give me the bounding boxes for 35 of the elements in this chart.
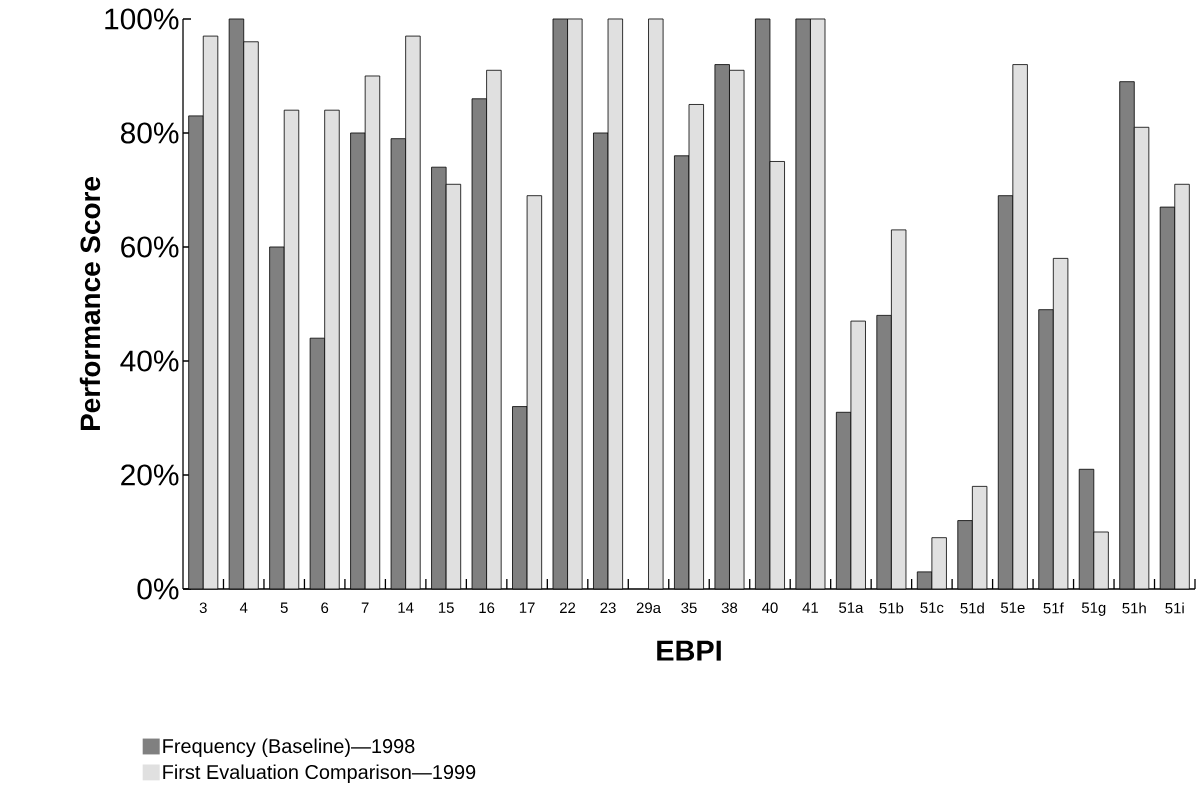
x-tick-label: 51h [1122,602,1146,614]
x-tick-label: 51e [1000,602,1025,613]
x-tick-label: 51a [839,602,864,613]
legend-label: Frequency (Baseline)—1998 [163,738,415,758]
x-tick-label: 41 [802,602,819,613]
y-tick-label: 20% [121,464,179,486]
y-axis-title: Performance Score [79,177,101,431]
y-tick-label: 60% [121,236,179,258]
legend-label: First Evaluation Comparison—1999 [163,764,476,784]
x-tick-label: 35 [681,602,697,614]
x-tick-label: 51g [1081,602,1106,616]
x-tick-label: 4 [239,602,248,613]
x-axis-title: EBPI [657,640,721,661]
x-tick-label: 22 [560,602,576,613]
y-tick-label: 100% [105,8,179,30]
x-tick-label: 16 [479,602,495,614]
x-tick-label: 5 [280,602,288,613]
x-tick-label: 40 [761,602,778,614]
x-tick-label: 6 [321,602,329,614]
x-tick-label: 17 [519,602,535,613]
x-tick-label: 51d [960,602,984,614]
x-tick-label: 38 [721,602,738,614]
x-tick-label: 14 [398,602,414,613]
x-tick-label: 15 [438,602,454,613]
x-tick-label: 51b [879,602,904,614]
y-tick-label: 80% [120,122,179,144]
x-tick-label: 51f [1043,602,1064,614]
x-tick-label: 23 [600,602,616,614]
x-tick-label: 3 [199,602,207,614]
x-tick-label: 29a [636,602,661,614]
x-tick-label: 51c [920,602,944,613]
y-tick-label: 0% [137,578,179,600]
x-tick-label: 51i [1165,602,1184,614]
x-tick-label: 7 [361,602,369,613]
y-tick-label: 40% [120,350,179,372]
